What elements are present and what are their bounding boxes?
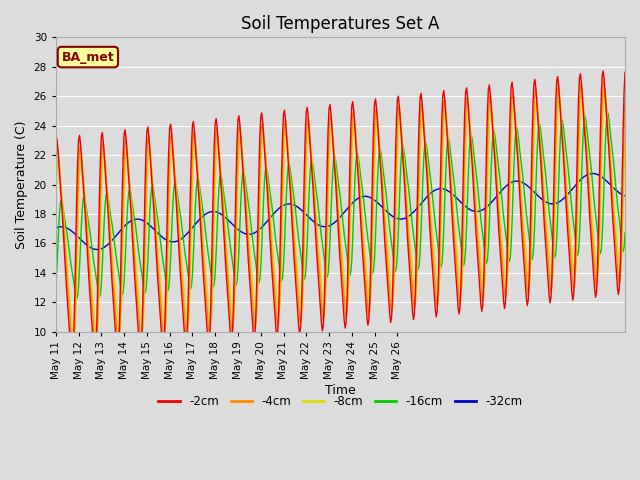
Title: Soil Temperatures Set A: Soil Temperatures Set A [241, 15, 440, 33]
X-axis label: Time: Time [325, 384, 356, 397]
Legend: -2cm, -4cm, -8cm, -16cm, -32cm: -2cm, -4cm, -8cm, -16cm, -32cm [154, 391, 527, 413]
Y-axis label: Soil Temperature (C): Soil Temperature (C) [15, 120, 28, 249]
Text: BA_met: BA_met [61, 50, 115, 63]
